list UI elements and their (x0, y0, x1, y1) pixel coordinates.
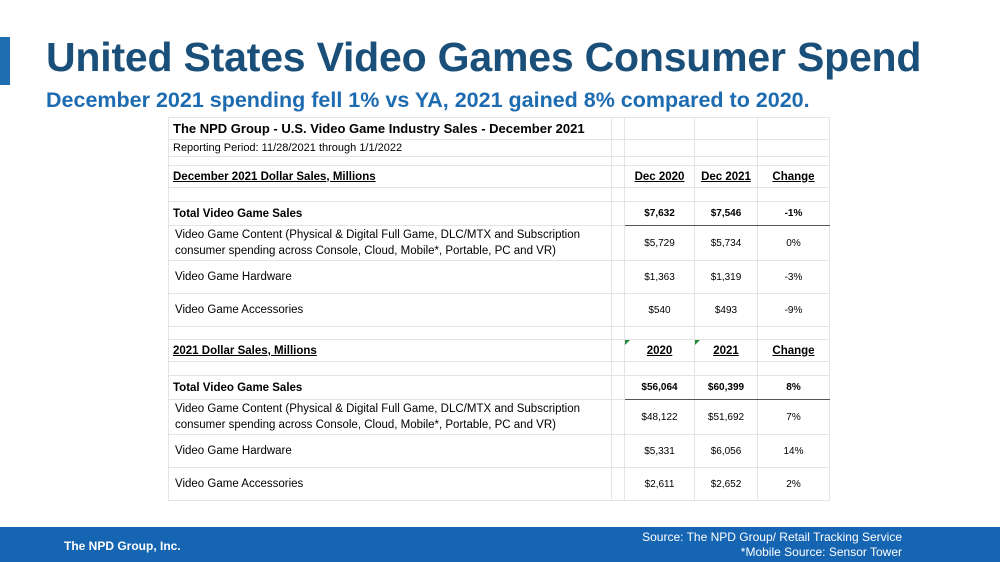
mobile-source-note: *Mobile Source: Sensor Tower (740, 545, 902, 559)
table-cell: $5,331 (624, 434, 695, 468)
table-cell: $51,692 (694, 399, 758, 435)
section-heading: December 2021 Dollar Sales, Millions (168, 165, 612, 188)
total-row: Total Video Game Sales $56,064 $60,399 8… (168, 375, 830, 400)
row-label: Video Game Hardware (168, 434, 612, 468)
table-row: Video Game Content (Physical & Digital F… (168, 225, 830, 261)
column-header: 2020 (624, 339, 695, 362)
total-row: Total Video Game Sales $7,632 $7,546 -1% (168, 201, 830, 226)
table-cell: $7,546 (694, 201, 758, 226)
table-cell: $60,399 (694, 375, 758, 400)
table-cell: -9% (757, 293, 830, 327)
table-row: Video Game Accessories $540 $493 -9% (168, 293, 830, 327)
table-cell: 7% (757, 399, 830, 435)
source-notes: Source: The NPD Group/ Retail Tracking S… (642, 530, 902, 560)
source-note: Source: The NPD Group/ Retail Tracking S… (642, 530, 902, 544)
table-cell: -3% (757, 260, 830, 294)
table-cell: $7,632 (624, 201, 695, 226)
table-cell: $1,363 (624, 260, 695, 294)
table-cell: -1% (757, 201, 830, 226)
table-row: Video Game Hardware $5,331 $6,056 14% (168, 434, 830, 468)
table-row: Video Game Content (Physical & Digital F… (168, 399, 830, 435)
sales-table: The NPD Group - U.S. Video Game Industry… (168, 117, 830, 522)
table-cell: 8% (757, 375, 830, 400)
table-cell: $5,734 (694, 225, 758, 261)
table-title-row: The NPD Group - U.S. Video Game Industry… (168, 117, 830, 140)
slide-title: United States Video Games Consumer Spend (46, 34, 922, 80)
table-cell: $56,064 (624, 375, 695, 400)
table-cell: 2% (757, 467, 830, 501)
row-label: Video Game Accessories (168, 467, 612, 501)
reporting-period: Reporting Period: 11/28/2021 through 1/1… (168, 139, 612, 157)
title-accent-bar (0, 37, 10, 85)
column-header: Dec 2021 (694, 165, 758, 188)
table-cell: $540 (624, 293, 695, 327)
row-label: Video Game Accessories (168, 293, 612, 327)
table-cell: 0% (757, 225, 830, 261)
section-header-row: December 2021 Dollar Sales, Millions Dec… (168, 165, 830, 188)
table-cell: $493 (694, 293, 758, 327)
table-cell: $5,729 (624, 225, 695, 261)
table-row: Video Game Accessories $2,611 $2,652 2% (168, 467, 830, 501)
total-label: Total Video Game Sales (168, 375, 612, 400)
row-label: Video Game Hardware (168, 260, 612, 294)
table-row: Video Game Hardware $1,363 $1,319 -3% (168, 260, 830, 294)
table-cell: $6,056 (694, 434, 758, 468)
column-header: Change (757, 339, 830, 362)
table-cell: $2,611 (624, 467, 695, 501)
slide-subtitle: December 2021 spending fell 1% vs YA, 20… (46, 88, 810, 112)
total-label: Total Video Game Sales (168, 201, 612, 226)
spreadsheet-grid: The NPD Group - U.S. Video Game Industry… (168, 117, 830, 501)
column-header: Dec 2020 (624, 165, 695, 188)
column-header: 2021 (694, 339, 758, 362)
row-label: Video Game Content (Physical & Digital F… (168, 399, 612, 435)
reporting-period-row: Reporting Period: 11/28/2021 through 1/1… (168, 139, 830, 157)
table-cell: $48,122 (624, 399, 695, 435)
row-label: Video Game Content (Physical & Digital F… (168, 225, 612, 261)
section-heading: 2021 Dollar Sales, Millions (168, 339, 612, 362)
table-cell: $2,652 (694, 467, 758, 501)
table-title: The NPD Group - U.S. Video Game Industry… (168, 117, 612, 140)
section-header-row: 2021 Dollar Sales, Millions 2020 2021 Ch… (168, 339, 830, 362)
table-cell: $1,319 (694, 260, 758, 294)
company-name: The NPD Group, Inc. (64, 539, 181, 553)
footer-band: The NPD Group, Inc. Source: The NPD Grou… (0, 527, 1000, 562)
column-header: Change (757, 165, 830, 188)
table-cell: 14% (757, 434, 830, 468)
